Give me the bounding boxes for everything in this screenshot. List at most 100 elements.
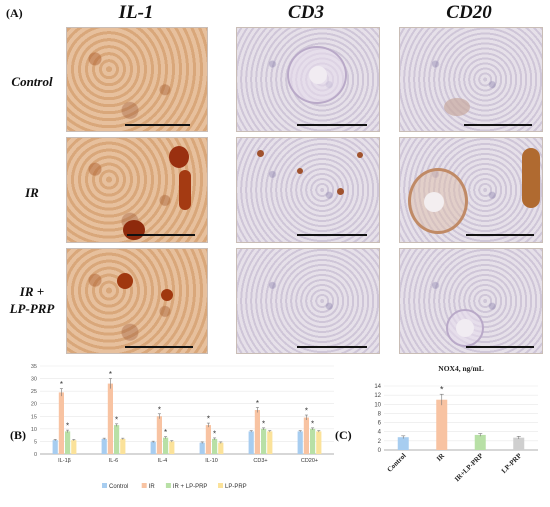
oocyte bbox=[456, 319, 474, 337]
scale-bar bbox=[466, 346, 534, 348]
y-tick-label: 20 bbox=[31, 402, 37, 408]
y-tick-label: 10 bbox=[31, 427, 37, 433]
scale-bar bbox=[297, 346, 367, 348]
panel-a-label: (A) bbox=[6, 6, 23, 20]
legend-swatch bbox=[102, 483, 107, 488]
micrograph-cd3-ir bbox=[236, 137, 380, 243]
row-label-line: IR + bbox=[19, 284, 45, 299]
legend-swatch bbox=[141, 483, 147, 488]
micrograph-cd3-ir-lp-prp bbox=[236, 248, 380, 354]
micrograph-il1-ir bbox=[66, 137, 208, 243]
bar bbox=[310, 428, 316, 454]
micrograph-cd20-ir bbox=[399, 137, 543, 243]
row-label-line: Control bbox=[11, 74, 53, 89]
significance-star: * bbox=[66, 422, 69, 431]
legend-label: IR + LP-PRP bbox=[173, 484, 208, 490]
scale-bar bbox=[125, 346, 193, 348]
y-tick-label: 14 bbox=[374, 384, 381, 390]
y-tick-label: 2 bbox=[378, 439, 382, 445]
column-heading-cd3: CD3 bbox=[288, 2, 324, 23]
micrograph-cd20-control bbox=[399, 27, 543, 132]
y-tick-label: 0 bbox=[34, 452, 37, 458]
y-tick-label: 30 bbox=[31, 377, 37, 383]
x-tick-label: IL-1β bbox=[58, 458, 71, 464]
x-tick-label: LP-PRP bbox=[500, 451, 524, 475]
legend-swatch bbox=[218, 483, 223, 488]
bar bbox=[261, 428, 267, 454]
row-label-ir-lp-prp: IR + LP-PRP bbox=[0, 283, 64, 317]
y-tick-label: 10 bbox=[374, 402, 381, 408]
bar bbox=[218, 442, 224, 454]
x-tick-label: IL-10 bbox=[205, 458, 218, 464]
stain-deposit bbox=[522, 148, 540, 208]
positive-cell bbox=[257, 150, 264, 157]
y-tick-label: 4 bbox=[378, 430, 382, 436]
significance-star: * bbox=[109, 370, 112, 379]
significance-star: * bbox=[60, 380, 63, 389]
cytokine-bar-chart: 05101520253035**IL-1β**IL-6**IL-4**IL-10… bbox=[31, 364, 334, 490]
bar bbox=[71, 440, 77, 454]
positive-cell bbox=[357, 152, 363, 158]
panel-c-label: (C) bbox=[335, 428, 352, 442]
bar bbox=[156, 416, 162, 454]
row-label-line: IR bbox=[25, 185, 39, 200]
bar bbox=[120, 438, 126, 454]
significance-star: * bbox=[158, 405, 161, 414]
bar bbox=[52, 440, 58, 454]
legend-label: Control bbox=[109, 484, 128, 490]
x-tick-label: CD20+ bbox=[301, 458, 318, 464]
micrograph-cd3-control bbox=[236, 27, 380, 132]
bar bbox=[397, 437, 409, 450]
x-tick-label: Control bbox=[386, 452, 408, 474]
stain-deposit bbox=[169, 146, 189, 168]
x-tick-label: CD3+ bbox=[253, 458, 267, 464]
positive-cell bbox=[297, 168, 303, 174]
y-tick-label: 35 bbox=[31, 364, 37, 370]
bar bbox=[169, 441, 175, 454]
significance-star: * bbox=[213, 429, 216, 438]
y-tick-label: 15 bbox=[31, 414, 37, 420]
stain-deposit bbox=[123, 220, 145, 240]
significance-star: * bbox=[164, 428, 167, 437]
nox4-bar-chart: NOX4, ng/mL 0 2 4 6 8 10 12 14 Control * IR IR+LP-PR… bbox=[374, 364, 538, 483]
significance-star: * bbox=[440, 385, 444, 395]
significance-star: * bbox=[311, 419, 314, 428]
micrograph-il1-ir-lp-prp bbox=[66, 248, 208, 354]
stain-deposit bbox=[179, 170, 191, 210]
y-tick-label: 8 bbox=[378, 411, 382, 417]
significance-star: * bbox=[262, 419, 265, 428]
panel-b-label: (B) bbox=[10, 428, 26, 442]
significance-star: * bbox=[305, 407, 308, 416]
bar bbox=[436, 399, 448, 450]
legend-label: IR bbox=[149, 484, 156, 490]
oocyte bbox=[424, 192, 444, 212]
scale-bar bbox=[464, 124, 532, 126]
y-tick-label: 0 bbox=[378, 448, 382, 454]
x-tick-label: IR bbox=[435, 451, 447, 463]
bar bbox=[316, 431, 322, 454]
row-label-ir: IR bbox=[0, 184, 64, 201]
bar bbox=[114, 425, 120, 454]
legend-label: LP-PRP bbox=[225, 484, 247, 490]
bar bbox=[248, 431, 254, 454]
stain-deposit bbox=[161, 289, 173, 301]
micrograph-il1-control bbox=[66, 27, 208, 132]
scale-bar bbox=[297, 234, 367, 236]
x-tick-label: IL-4 bbox=[158, 458, 167, 464]
legend-swatch bbox=[165, 483, 171, 488]
bar bbox=[150, 441, 156, 454]
bar bbox=[163, 437, 169, 454]
y-tick-label: 12 bbox=[374, 393, 381, 399]
x-tick-label: IR+LP-PRP bbox=[453, 451, 485, 483]
significance-star: * bbox=[207, 415, 210, 424]
bar bbox=[303, 417, 309, 454]
bar bbox=[199, 442, 205, 454]
stain-deposit bbox=[117, 273, 133, 289]
column-heading-cd20: CD20 bbox=[446, 2, 492, 23]
bar bbox=[58, 392, 64, 454]
bar bbox=[254, 410, 260, 454]
scale-bar bbox=[297, 124, 367, 126]
bar bbox=[101, 438, 107, 454]
column-heading-il1: IL-1 bbox=[118, 2, 154, 23]
oocyte bbox=[309, 66, 327, 84]
